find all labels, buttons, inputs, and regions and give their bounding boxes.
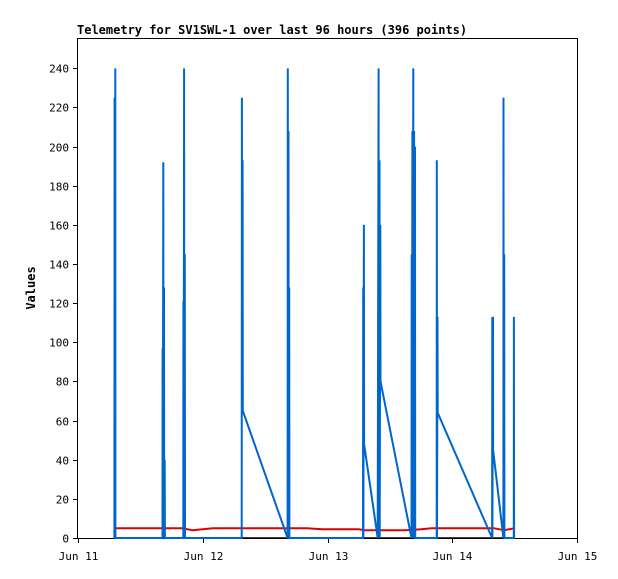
y-axis-label: Values [24, 266, 38, 309]
y-tick-label: 80 [56, 376, 69, 389]
x-tick-label: Jun 11 [59, 550, 99, 563]
y-tick-label: 160 [49, 220, 69, 233]
y-tick-label: 0 [62, 533, 69, 546]
y-axis: 0 20 40 60 80 100 120 140 160 180 200 220 240 [49, 63, 78, 546]
x-tick-label: Jun 12 [184, 550, 224, 563]
series-line-0 [113, 68, 516, 539]
y-tick-label: 40 [56, 455, 69, 468]
y-tick-label: 20 [56, 494, 69, 507]
x-tick-label: Jun 13 [309, 550, 349, 563]
chart-title: Telemetry for SV1SWL-1 over last 96 hour… [77, 23, 467, 37]
y-tick-label: 220 [49, 102, 69, 115]
y-tick-label: 100 [49, 337, 69, 350]
series-layer [113, 68, 516, 539]
x-tick-label: Jun 14 [433, 550, 473, 563]
y-tick-label: 180 [49, 181, 69, 194]
series-line-1 [114, 527, 515, 532]
y-tick-label: 240 [49, 63, 69, 76]
y-tick-label: 120 [49, 298, 69, 311]
y-tick-label: 140 [49, 259, 69, 272]
x-tick-label: Jun 15 [558, 550, 598, 563]
y-tick-label: 200 [49, 142, 69, 155]
y-tick-label: 60 [56, 416, 69, 429]
x-axis: Jun 11 Jun 12 Jun 13 Jun 14 Jun 15 [59, 538, 598, 563]
